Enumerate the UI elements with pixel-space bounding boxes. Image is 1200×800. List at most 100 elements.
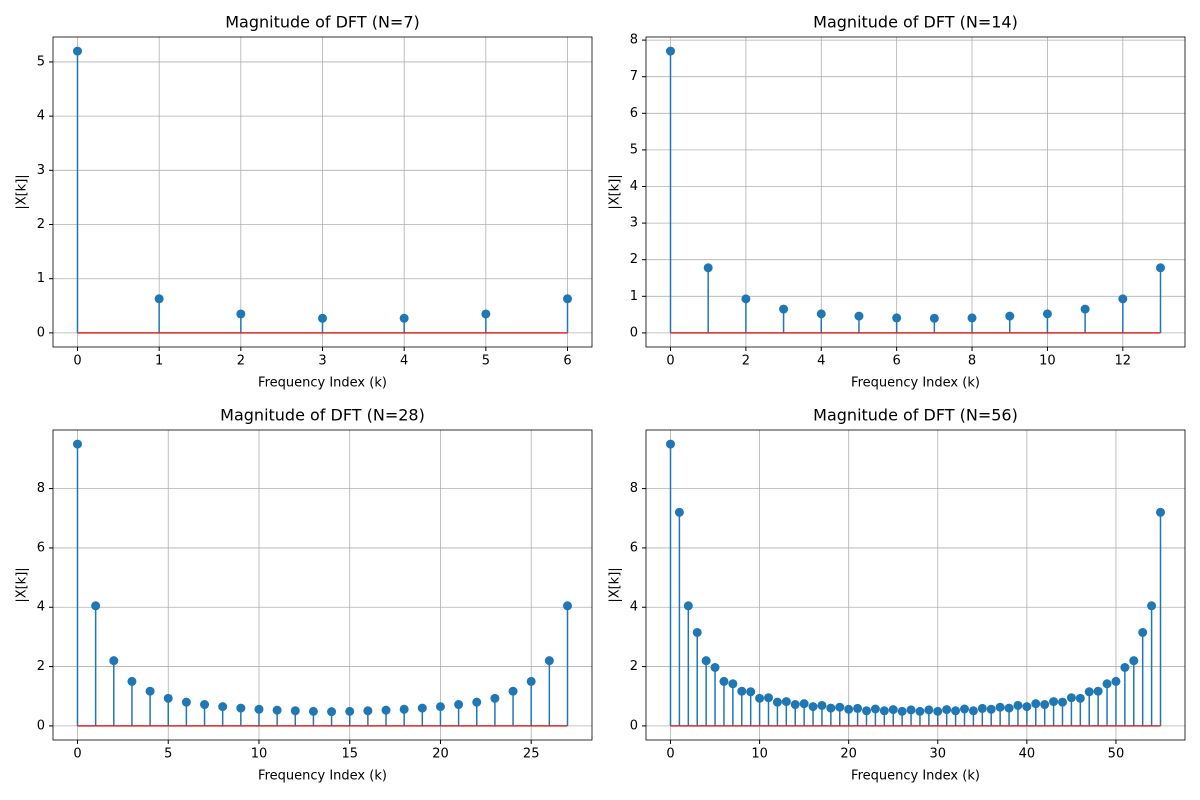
marker [799,699,809,709]
marker [967,313,977,323]
y-tick-label: 3 [37,163,45,178]
x-tick-label: 5 [164,747,172,762]
x-axis-label: Frequency Index (k) [851,769,980,784]
marker [892,313,902,323]
marker [454,700,464,710]
marker [1004,703,1014,713]
y-tick-label: 5 [630,142,638,157]
y-tick-label: 2 [37,217,45,232]
marker [701,656,711,666]
x-tick-label: 1 [155,354,163,369]
marker [666,46,675,56]
y-axis-label: |X[k]| [15,567,30,602]
x-tick-label: 6 [563,354,571,369]
axes-frame [52,36,593,348]
marker [1040,700,1050,710]
marker [218,702,228,712]
y-tick-label: 1 [37,271,45,286]
x-axis-label: Frequency Index (k) [258,376,387,391]
x-tick-label: 20 [432,747,449,762]
x-tick-label: 0 [666,354,674,369]
marker [1005,311,1015,321]
marker [741,294,751,304]
chart-title: Magnitude of DFT (N=14) [813,13,1018,32]
marker [853,703,863,713]
marker [968,706,978,716]
marker [915,706,925,716]
y-tick-label: 6 [37,540,45,555]
marker [906,705,916,715]
marker [1120,662,1130,672]
y-tick-label: 2 [630,659,638,674]
marker [666,439,675,449]
marker [772,697,782,707]
marker [236,703,246,713]
marker [363,706,373,716]
y-axis-label: |X[k]| [15,174,30,209]
marker [870,704,880,714]
marker [508,686,518,696]
marker [674,507,684,517]
marker [808,702,818,712]
y-tick-label: 7 [630,69,638,84]
y-tick-label: 2 [630,252,638,267]
marker [526,676,536,686]
y-tick-label: 4 [37,600,45,615]
marker [563,601,572,611]
marker [1102,679,1112,689]
x-tick-label: 40 [1019,747,1036,762]
marker [779,304,789,314]
y-tick-label: 1 [630,289,638,304]
x-tick-label: 12 [1115,354,1132,369]
x-tick-label: 50 [1108,747,1125,762]
marker [897,706,907,716]
x-tick-label: 15 [341,747,358,762]
y-tick-label: 0 [630,325,638,340]
y-tick-label: 0 [630,718,638,733]
marker [1080,304,1090,314]
marker [1084,687,1094,697]
marker [490,693,500,703]
axes-frame [645,36,1186,348]
marker [181,697,191,707]
marker [737,686,747,696]
marker [308,706,318,716]
marker [977,703,987,713]
marker [399,313,409,323]
marker [127,676,137,686]
x-tick-label: 8 [968,354,976,369]
marker [862,706,871,716]
marker [924,705,934,715]
marker [1049,697,1059,707]
marker [854,311,864,321]
marker [683,601,693,611]
marker [951,706,961,716]
x-tick-label: 10 [1039,354,1056,369]
marker [1138,627,1148,637]
marker [1058,697,1067,707]
y-tick-label: 8 [37,481,45,496]
marker [764,693,773,703]
marker [290,706,300,716]
marker [719,676,729,686]
marker [703,263,713,273]
y-tick-label: 3 [630,216,638,231]
chart-title: Magnitude of DFT (N=56) [813,406,1018,425]
marker [435,702,445,712]
marker [1093,686,1103,696]
x-tick-label: 20 [840,747,857,762]
marker [879,706,889,716]
y-tick-label: 4 [37,109,45,124]
x-tick-label: 0 [666,747,674,762]
marker [236,309,246,319]
marker [472,697,482,707]
marker [816,309,826,319]
y-tick-label: 8 [630,33,638,48]
marker [254,704,264,714]
y-tick-label: 0 [37,718,45,733]
marker [755,693,765,703]
y-tick-label: 6 [630,106,638,121]
x-tick-label: 30 [929,747,946,762]
marker [1013,700,1023,710]
marker [692,627,702,637]
